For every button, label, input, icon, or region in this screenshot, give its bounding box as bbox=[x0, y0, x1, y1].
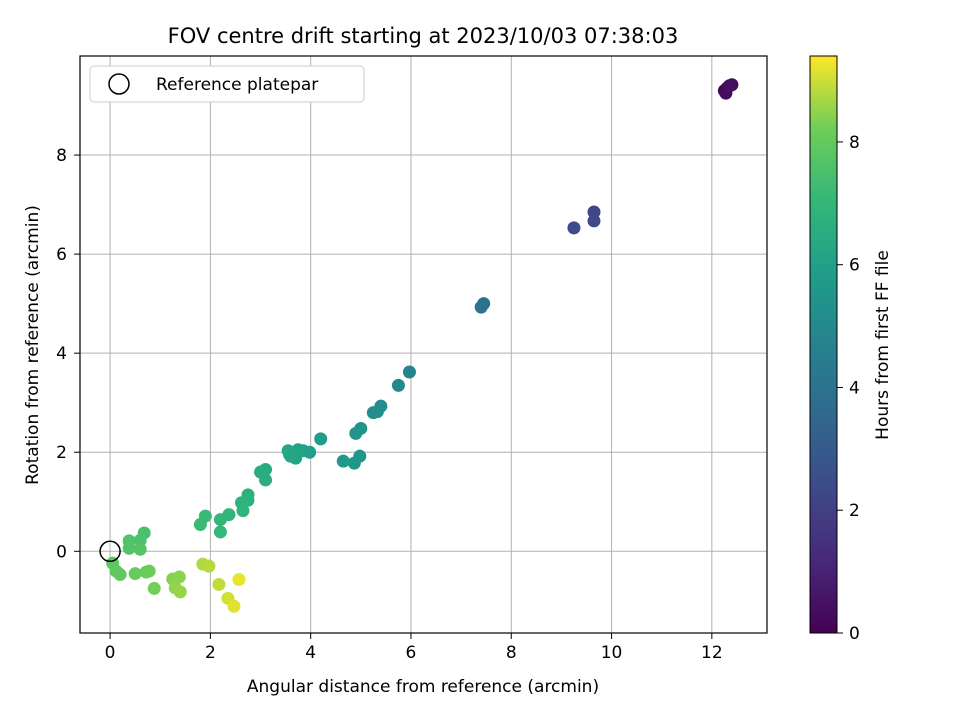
grid-lines bbox=[80, 56, 767, 633]
data-point bbox=[147, 581, 161, 595]
data-point bbox=[133, 542, 147, 556]
legend: Reference platepar bbox=[89, 65, 365, 103]
legend-box bbox=[89, 65, 365, 103]
data-point bbox=[336, 454, 350, 468]
colorbar-label: Hours from first FF file bbox=[873, 250, 893, 440]
x-tick-label: 8 bbox=[506, 643, 517, 663]
y-tick-label: 2 bbox=[56, 443, 67, 463]
x-axis-label: Angular distance from reference (arcmin) bbox=[247, 677, 599, 697]
data-point bbox=[722, 79, 736, 93]
data-point bbox=[142, 564, 156, 578]
data-point bbox=[122, 541, 136, 555]
plot-frame bbox=[79, 55, 768, 634]
data-point bbox=[370, 405, 384, 419]
x-tick-label: 6 bbox=[406, 643, 417, 663]
colorbar-tick-label: 8 bbox=[849, 133, 860, 153]
data-point bbox=[567, 221, 581, 235]
reference-platepar-marker bbox=[99, 540, 121, 563]
data-point bbox=[283, 448, 297, 462]
data-point bbox=[391, 378, 405, 392]
data-point bbox=[113, 568, 127, 582]
x-tick-label: 0 bbox=[105, 643, 116, 663]
colorbar: 0 2 4 6 8 Hours from first FF file bbox=[809, 55, 893, 644]
data-point bbox=[587, 214, 601, 228]
data-point bbox=[213, 513, 227, 527]
data-point bbox=[212, 577, 226, 591]
x-tick-label: 12 bbox=[701, 643, 723, 663]
colorbar-tick-label: 4 bbox=[849, 378, 860, 398]
data-point bbox=[173, 585, 187, 599]
data-point bbox=[232, 573, 246, 587]
x-tick-label: 10 bbox=[601, 643, 623, 663]
data-points bbox=[106, 78, 739, 613]
x-axis-ticks: 0 2 4 6 8 10 12 bbox=[105, 633, 723, 663]
data-point bbox=[193, 518, 207, 532]
data-point bbox=[213, 525, 227, 539]
data-point bbox=[202, 559, 216, 573]
colorbar-tick-label: 6 bbox=[849, 256, 860, 276]
x-tick-label: 2 bbox=[205, 643, 216, 663]
data-point bbox=[314, 432, 328, 446]
data-point bbox=[587, 205, 601, 219]
data-point bbox=[474, 300, 488, 314]
legend-label: Reference platepar bbox=[156, 75, 318, 95]
colorbar-gradient bbox=[809, 55, 838, 634]
data-point bbox=[402, 365, 416, 379]
data-point bbox=[133, 533, 147, 547]
x-tick-label: 4 bbox=[305, 643, 316, 663]
y-axis-label: Rotation from reference (arcmin) bbox=[23, 205, 43, 485]
y-tick-label: 8 bbox=[56, 146, 67, 166]
data-point bbox=[349, 426, 363, 440]
data-point bbox=[347, 456, 361, 470]
colorbar-tick-label: 2 bbox=[849, 501, 860, 521]
colorbar-ticks: 0 2 4 6 8 bbox=[837, 133, 860, 644]
data-point bbox=[236, 504, 250, 518]
legend-marker-icon bbox=[108, 73, 130, 95]
y-tick-label: 6 bbox=[56, 245, 67, 265]
y-axis-ticks: 0 2 4 6 8 bbox=[56, 146, 80, 562]
data-point bbox=[227, 599, 241, 613]
data-point bbox=[259, 473, 273, 487]
data-point bbox=[172, 570, 186, 584]
colorbar-tick-label: 0 bbox=[849, 624, 860, 644]
data-point bbox=[128, 567, 142, 581]
y-tick-label: 4 bbox=[56, 344, 67, 364]
y-tick-label: 0 bbox=[56, 542, 67, 562]
chart-title: FOV centre drift starting at 2023/10/03 … bbox=[168, 24, 679, 48]
